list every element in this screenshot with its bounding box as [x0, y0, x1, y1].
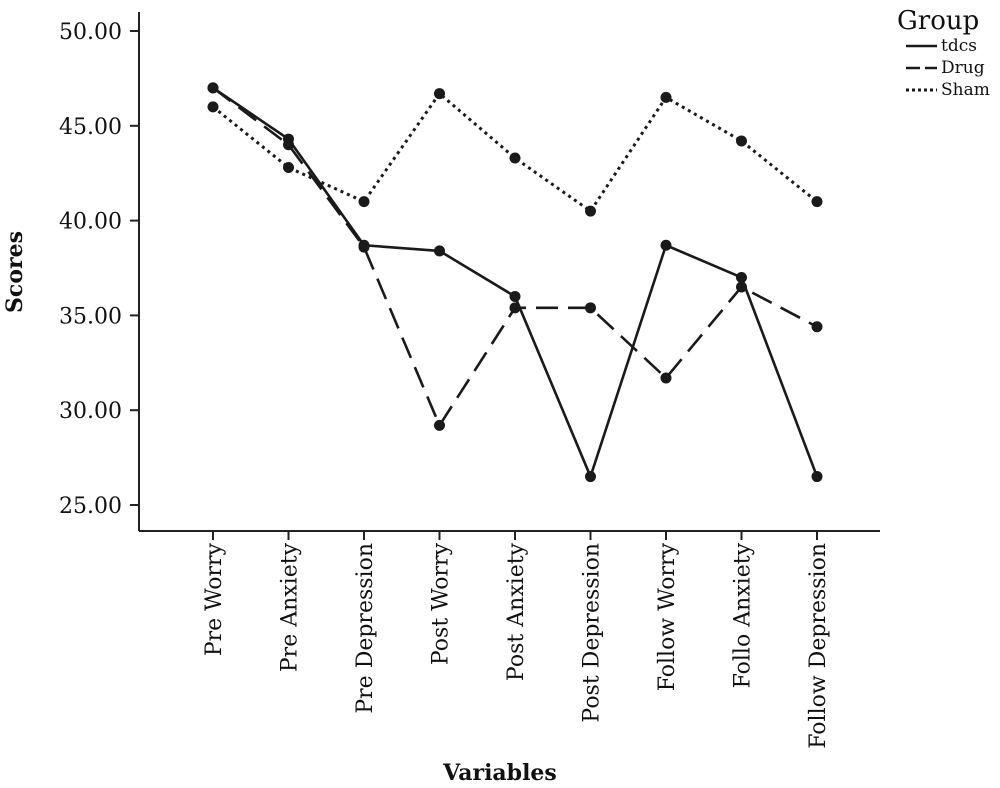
axes: [138, 12, 880, 532]
x-tick-label: Follow Worry: [655, 542, 680, 691]
point-drug: [736, 281, 747, 293]
x-tick-label: Pre Worry: [202, 542, 227, 656]
point-drug: [207, 82, 219, 94]
y-tick-label: 30.00: [59, 399, 122, 424]
point-sham: [207, 101, 219, 113]
x-tick-label: Pre Depression: [353, 543, 378, 714]
x-tick-label: Post Worry: [429, 542, 454, 665]
y-tick-label: 35.00: [59, 304, 122, 329]
legend-title: Group: [897, 6, 979, 36]
x-tick-label: Post Depression: [580, 543, 605, 723]
point-tdcs: [736, 271, 747, 283]
point-tdcs: [811, 471, 823, 483]
legend-label-sham: Sham: [941, 80, 990, 100]
point-sham: [434, 88, 445, 100]
point-drug: [585, 302, 596, 314]
point-sham: [660, 91, 672, 103]
legend-label-tdcs: tdcs: [941, 36, 977, 56]
point-tdcs: [434, 245, 445, 257]
point-drug: [509, 302, 521, 314]
point-drug: [283, 139, 294, 151]
series-line-drug: [212, 86, 818, 427]
point-sham: [358, 196, 370, 208]
y-axis-title: Scores: [2, 231, 28, 313]
point-sham: [283, 162, 294, 174]
y-ticks: 25.00 30.00 35.00 40.00 45.00 50.00: [59, 20, 139, 519]
y-tick-label: 45.00: [59, 115, 122, 140]
y-tick-label: 50.00: [59, 20, 122, 45]
series-line-tdcs: [212, 86, 819, 478]
point-drug: [660, 372, 672, 384]
point-drug: [811, 321, 823, 333]
y-tick-label: 40.00: [59, 210, 122, 235]
x-ticks: Pre Worry Pre Anxiety Pre Depression Post W…: [202, 531, 831, 749]
point-tdcs: [585, 471, 596, 483]
x-axis-title: Variables: [442, 760, 557, 786]
point-tdcs: [660, 239, 672, 251]
series-lines: [212, 86, 819, 478]
x-tick-label: Post Anxiety: [504, 542, 529, 681]
point-sham: [585, 205, 596, 217]
point-sham: [509, 152, 521, 164]
point-drug: [434, 419, 445, 431]
x-tick-label: Follo Anxiety: [731, 542, 756, 688]
point-drug: [358, 241, 370, 253]
point-sham: [736, 135, 747, 147]
legend-label-drug: Drug: [941, 58, 985, 78]
series-line-sham: [212, 92, 818, 213]
point-tdcs: [509, 290, 521, 302]
point-sham: [811, 196, 823, 208]
series-points: [207, 82, 823, 483]
y-tick-label: 25.00: [59, 494, 122, 519]
x-tick-label: Pre Anxiety: [278, 542, 303, 672]
x-tick-label: Follow Depression: [806, 543, 831, 749]
